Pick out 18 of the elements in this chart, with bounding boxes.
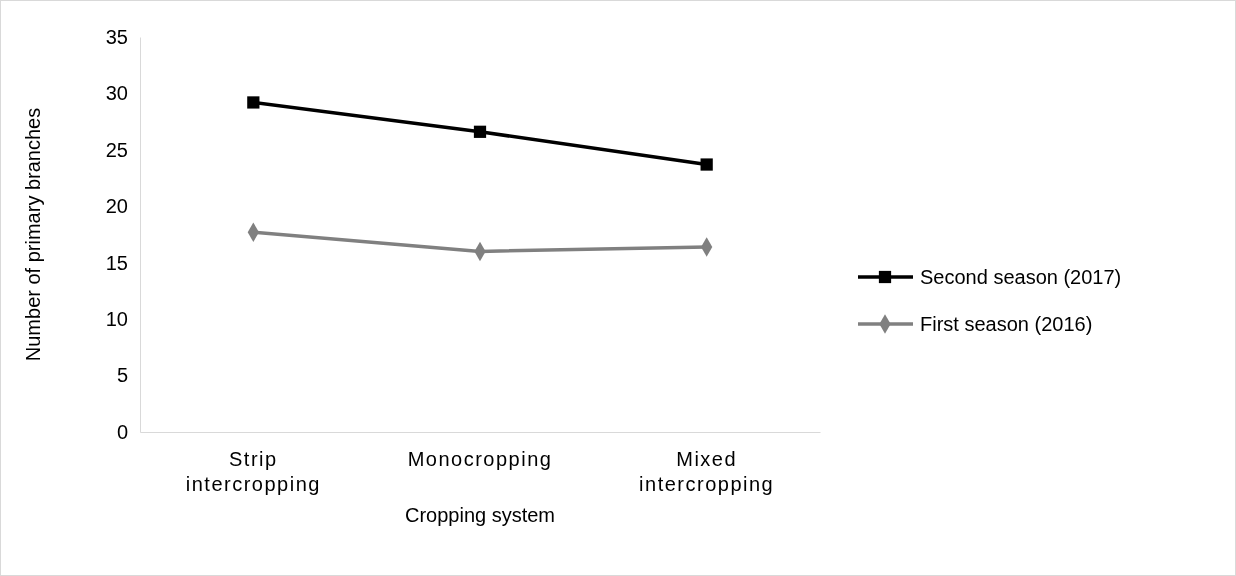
y-tick-label: 30 xyxy=(105,82,128,105)
y-tick-label: 20 xyxy=(105,195,128,218)
x-tick-label: Mixed intercropping xyxy=(639,448,775,495)
y-tick-label: 10 xyxy=(105,308,128,331)
y-tick-label: 5 xyxy=(116,364,128,387)
y-tick-label: 0 xyxy=(116,420,128,443)
x-tick-label: Monocropping xyxy=(407,448,553,470)
y-tick-label: 15 xyxy=(105,251,128,274)
legend-label: Second season (2017) xyxy=(920,266,1122,288)
y-tick-label: 35 xyxy=(105,25,128,48)
x-axis-title: Cropping system xyxy=(404,504,556,526)
point xyxy=(700,158,713,171)
y-tick-label: 25 xyxy=(105,138,128,161)
point xyxy=(247,96,260,109)
point xyxy=(473,125,487,138)
legend-label: First season (2016) xyxy=(920,313,1093,335)
y-axis-title: Number of primary branches xyxy=(22,107,44,362)
x-tick-label: Strip intercropping xyxy=(185,448,321,495)
